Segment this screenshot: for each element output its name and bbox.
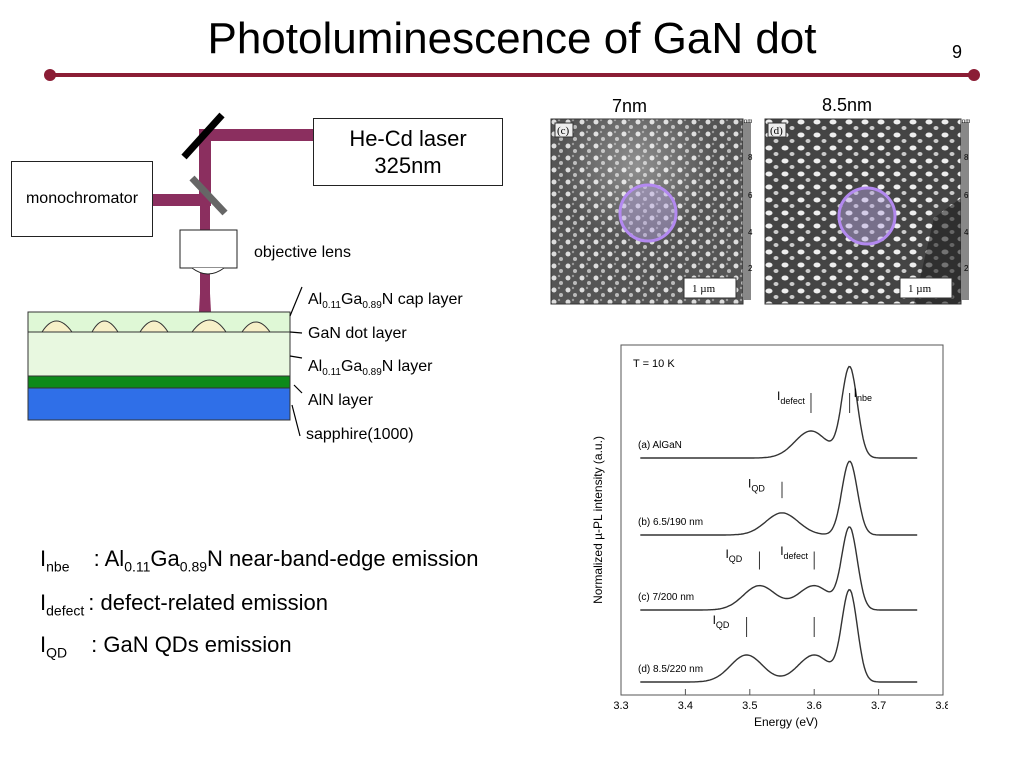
- cap-n: N cap layer: [381, 291, 463, 308]
- algan-al-sub: 0.11: [322, 367, 341, 379]
- legend-qd-key-sub: QD: [46, 644, 68, 661]
- pl-xtick-label: 3.4: [678, 700, 693, 712]
- afm-c-unit: nm: [744, 119, 752, 125]
- monochromator-box: monochromator: [11, 161, 153, 237]
- algan-n: N layer: [381, 358, 433, 375]
- legend-nbe-key-sub: nbe: [46, 558, 70, 575]
- rule-left-dot: [44, 69, 56, 81]
- sapphire-layer: [27, 387, 291, 421]
- afm-c-tick-4: 4: [748, 228, 753, 237]
- algan-layer-label: Al0.11Ga0.89N layer: [308, 358, 432, 378]
- pl-series-line: [640, 526, 918, 611]
- afm-d-tick-6: 6: [964, 191, 969, 200]
- dot-layer-label: GaN dot layer: [308, 325, 407, 342]
- sapphire-label: sapphire(1000): [306, 426, 414, 443]
- mirror: [181, 112, 225, 160]
- cap-al: Al: [308, 291, 323, 308]
- afm-d-tick-2: 2: [964, 264, 969, 273]
- algan-layer: [27, 331, 291, 377]
- afm-c-highlight-circle: [618, 183, 678, 243]
- legend-nbe-ga: Ga: [150, 546, 180, 571]
- cap-al-sub: 0.11: [322, 300, 341, 312]
- afm-c-tick-6: 6: [748, 191, 753, 200]
- algan-ga-sub: 0.89: [362, 367, 382, 379]
- laser-wavelength: 325nm: [374, 153, 442, 178]
- afm-d-unit: nm: [962, 119, 970, 125]
- afm-c-tick-8: 8: [748, 153, 753, 162]
- afm-d-scalebar: 1 µm: [908, 283, 932, 295]
- afm-c-scalebar: 1 µm: [692, 283, 716, 295]
- laser-box: He-Cd laser 325nm: [313, 118, 503, 186]
- afm-c-tick-2: 2: [748, 264, 753, 273]
- pl-temperature: T = 10 K: [633, 358, 675, 370]
- cap-ga-sub: 0.89: [362, 300, 382, 312]
- beam-splitter: [189, 175, 228, 216]
- afm-d-height-label: 8.5nm: [822, 95, 873, 115]
- legend-defect: Idefect: defect-related emission: [40, 590, 328, 618]
- legend-nbe-text-pre: : Al: [93, 546, 125, 571]
- legend-qd-text: : GaN QDs emission: [91, 632, 292, 657]
- cap-ga: Ga: [340, 291, 363, 308]
- objective-lens-housing: [179, 229, 238, 269]
- pl-series-label: (b) 6.5/190 nm: [638, 517, 703, 528]
- legend-nbe-text: N near-band-edge emission: [207, 546, 479, 571]
- afm-d-tick-4: 4: [964, 228, 969, 237]
- legend-nbe: Inbe : Al0.11Ga0.89N near-band-edge emis…: [40, 546, 479, 574]
- rule-right-dot: [968, 69, 980, 81]
- objective-lens-label: objective lens: [254, 244, 351, 261]
- title-rule: [50, 73, 976, 77]
- laser-label: He-Cd laser: [349, 126, 467, 151]
- pl-xtick-label: 3.8: [935, 700, 948, 712]
- algan-al: Al: [308, 358, 323, 375]
- laser-beam-path: [153, 129, 313, 206]
- aln-layer-label: AlN layer: [308, 392, 373, 409]
- legend-defect-key-sub: defect: [46, 602, 85, 619]
- pl-series-label: (a) AlGaN: [638, 440, 682, 451]
- legend-nbe-sub2: 0.89: [179, 558, 208, 575]
- legend-qd-key: I: [40, 632, 47, 657]
- pl-series-label: (d) 8.5/220 nm: [638, 664, 703, 675]
- pl-xtick-label: 3.6: [807, 700, 822, 712]
- legend-nbe-sub1: 0.11: [124, 558, 151, 575]
- pl-ylabel: Normalized µ-PL intensity (a.u.): [591, 436, 605, 604]
- afm-c-height-label: 7nm: [612, 96, 648, 116]
- pl-series-line: [640, 588, 918, 683]
- legend-defect-key: I: [40, 590, 47, 615]
- setup-diagram: [27, 112, 313, 437]
- objective-lens-shape: [191, 267, 225, 275]
- afm-d-panel-letter: (d): [770, 125, 783, 137]
- pl-series-line: [640, 460, 918, 536]
- legend-defect-text: : defect-related emission: [88, 590, 328, 615]
- afm-image-c: (c) 1 µm 8 6 4 2 nm: [550, 118, 753, 305]
- pl-xtick-label: 3.7: [871, 700, 886, 712]
- afm-d-highlight-circle: [837, 186, 897, 246]
- afm-d-tick-8: 8: [964, 153, 969, 162]
- page-number: 9: [951, 42, 962, 62]
- pl-plot-frame: [620, 344, 944, 696]
- afm-c-panel-letter: (c): [557, 125, 570, 137]
- pl-series-line: [640, 365, 918, 459]
- layer-leader-lines: [289, 286, 303, 437]
- afm-image-d: (d) 1 µm 8 6 4 2 nm: [764, 118, 970, 305]
- cap-layer-label: Al0.11Ga0.89N cap layer: [308, 291, 463, 311]
- pl-series-label: (c) 7/200 nm: [638, 592, 694, 603]
- algan-ga: Ga: [340, 358, 363, 375]
- legend-nbe-key: I: [40, 546, 47, 571]
- gan-dots: [41, 319, 271, 333]
- pl-xtick-label: 3.3: [613, 700, 628, 712]
- pl-xlabel: Energy (eV): [754, 715, 818, 729]
- aln-layer: [27, 375, 291, 389]
- legend-qd: IQD : GaN QDs emission: [40, 632, 292, 660]
- slide-title: Photoluminescence of GaN dot: [207, 14, 817, 63]
- pl-xtick-label: 3.5: [742, 700, 757, 712]
